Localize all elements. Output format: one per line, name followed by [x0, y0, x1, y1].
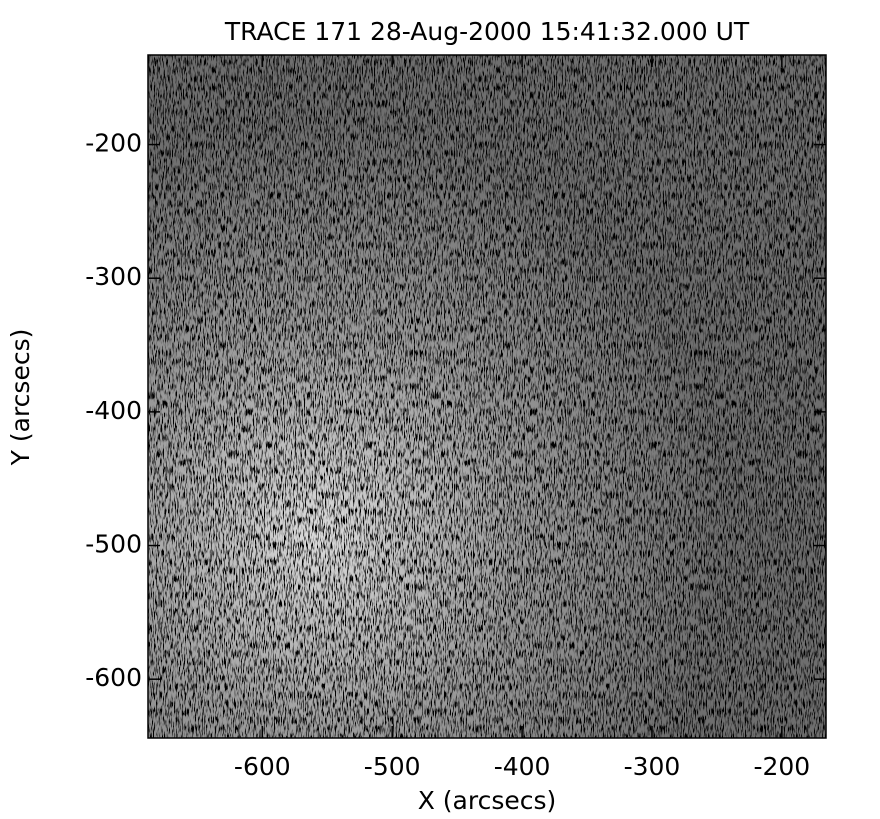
y-tick-label: -300: [85, 262, 142, 291]
x-tick-label: -300: [624, 752, 681, 781]
y-tick-label: -500: [85, 530, 142, 559]
y-axis-label: Y (arcsecs): [6, 329, 35, 467]
y-tick-label: -600: [85, 663, 142, 692]
solar-image: [148, 55, 826, 738]
x-tick-label: -200: [753, 752, 810, 781]
x-tick-label: -400: [494, 752, 551, 781]
image-data: [148, 55, 826, 738]
chart: TRACE 171 28-Aug-2000 15:41:32.000 UT X …: [0, 0, 880, 819]
chart-title: TRACE 171 28-Aug-2000 15:41:32.000 UT: [224, 17, 750, 46]
y-tick-label: -200: [85, 129, 142, 158]
x-tick-label: -500: [364, 752, 421, 781]
x-axis-label: X (arcsecs): [418, 786, 557, 815]
x-tick-label: -600: [234, 752, 291, 781]
y-tick-label: -400: [85, 396, 142, 425]
